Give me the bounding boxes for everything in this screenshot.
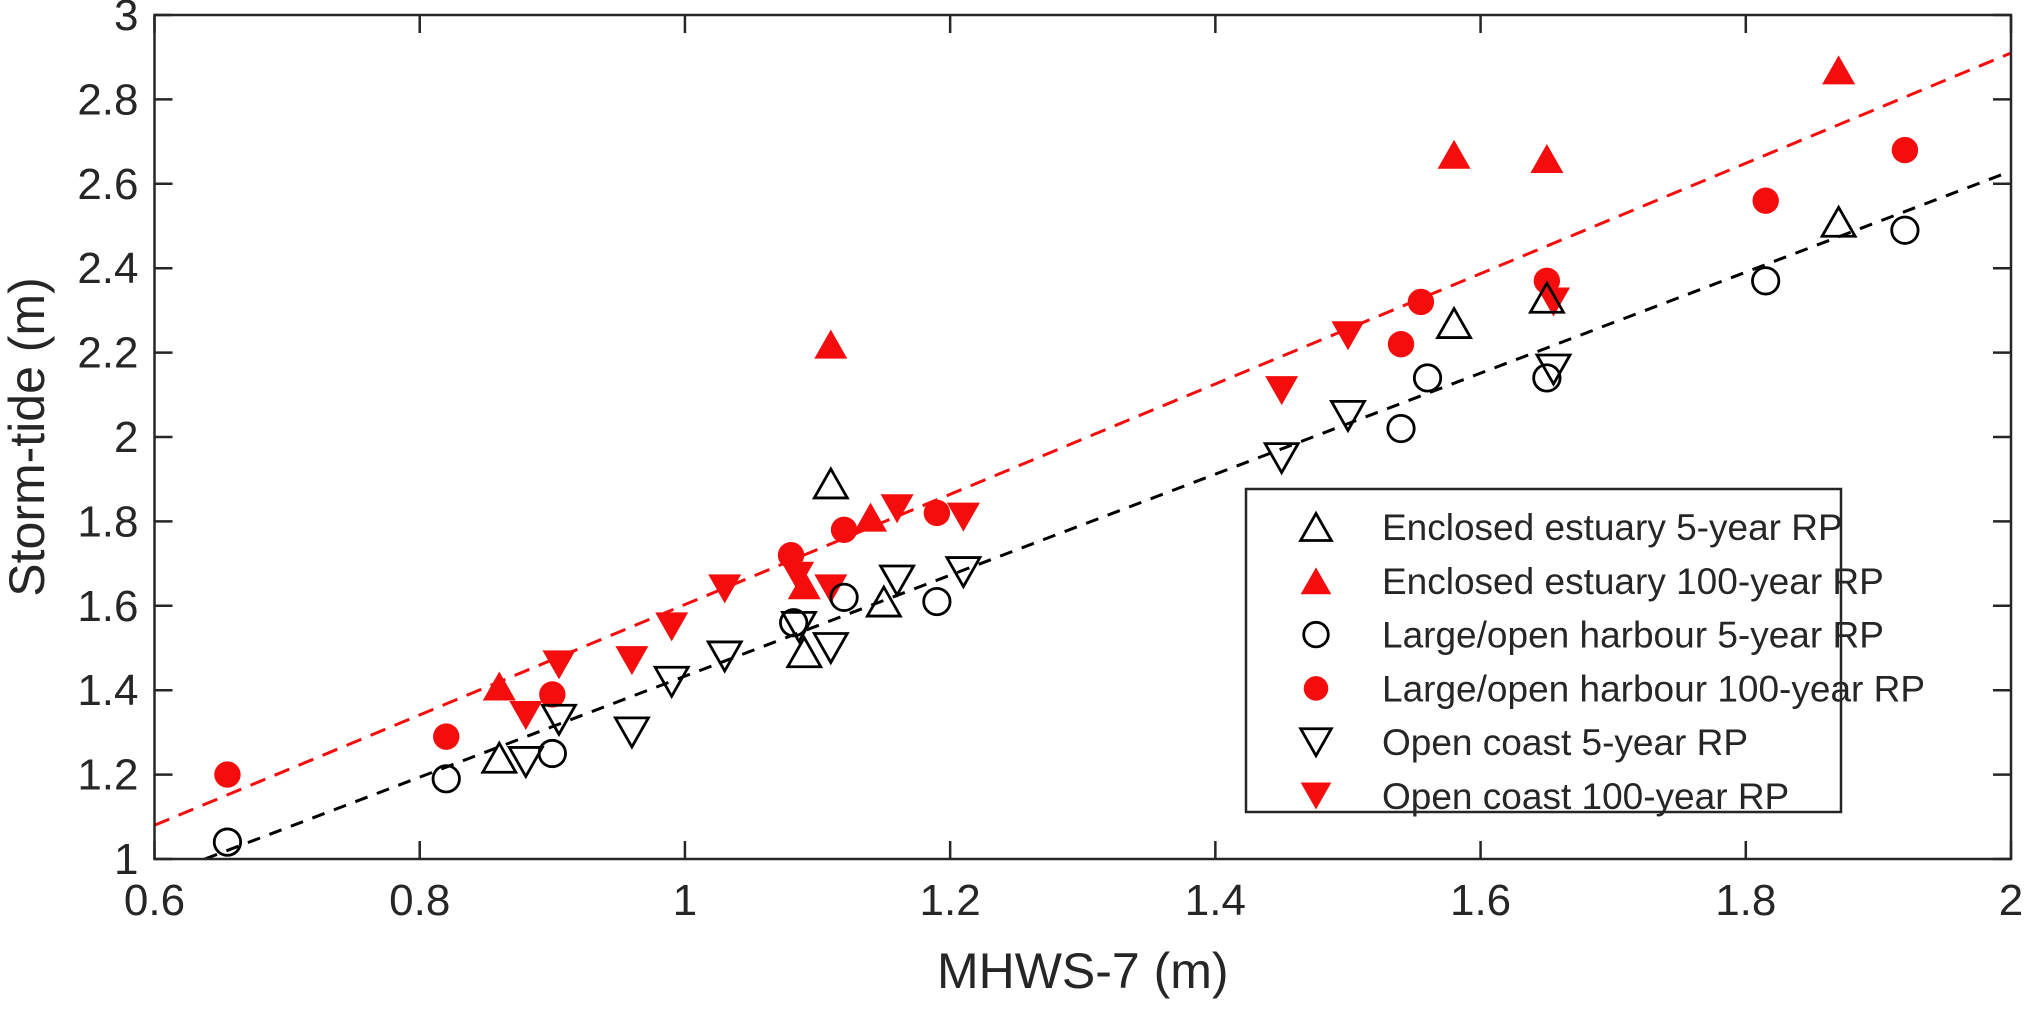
- data-point-triangle-down-open: [540, 703, 578, 738]
- x-tick-label: 1.2: [920, 876, 981, 925]
- y-tick-label: 1: [114, 835, 138, 884]
- legend-marker-triangle-up: [1300, 567, 1332, 595]
- legend-marker-triangle-up: [1298, 510, 1334, 542]
- data-point-triangle-down-open: [878, 564, 917, 598]
- data-point-triangle-down-open: [1262, 442, 1301, 476]
- legend-label: Large/open harbour 5-year RP: [1382, 615, 1884, 656]
- data-point-triangle-down-open: [944, 556, 983, 590]
- data-point-circle-open: [1532, 363, 1562, 393]
- y-tick-label: 2.6: [77, 160, 138, 209]
- data-point-triangle-up-open: [1435, 305, 1473, 339]
- data-point-triangle-down-filled: [880, 494, 914, 524]
- legend-label: Open coast 5-year RP: [1382, 722, 1748, 763]
- data-point-circle-open: [922, 586, 952, 617]
- data-point-circle-open: [1386, 413, 1416, 444]
- data-point-triangle-down-filled: [814, 574, 848, 604]
- y-tick-label: 3: [114, 0, 138, 40]
- trend-line-fit-100-year: [153, 51, 2012, 827]
- data-point-triangle-down-open: [705, 640, 744, 674]
- data-point-triangle-up-filled: [1822, 55, 1856, 85]
- y-tick-label: 1.6: [77, 582, 138, 631]
- data-point-triangle-up-filled: [1437, 139, 1471, 169]
- data-point-circle-open: [1751, 266, 1781, 296]
- data-point-circle-filled: [1407, 288, 1435, 316]
- y-tick-label: 2: [114, 413, 138, 462]
- y-tick-label: 1.4: [77, 666, 138, 715]
- data-point-circle-open: [212, 827, 243, 857]
- legend-marker-triangle-down: [1300, 782, 1332, 810]
- data-point-triangle-down-filled: [946, 502, 980, 532]
- data-point-triangle-up-filled: [854, 502, 888, 532]
- data-point-triangle-down-open: [612, 716, 651, 750]
- data-point-triangle-down-filled: [542, 650, 576, 680]
- x-tick-label: 1.6: [1450, 876, 1511, 925]
- trend-line-fit-5-year: [204, 169, 2012, 861]
- y-tick-label: 2.2: [77, 329, 138, 378]
- data-point-circle-open: [537, 738, 567, 769]
- data-point-triangle-down-open: [1329, 400, 1367, 434]
- data-point-circle-filled: [433, 723, 460, 750]
- data-point-triangle-up-open: [811, 466, 850, 500]
- data-point-triangle-down-open: [506, 746, 545, 780]
- legend-marker-circle: [1302, 620, 1330, 649]
- data-point-triangle-up-filled: [787, 570, 821, 600]
- legend-label: Enclosed estuary 100-year RP: [1382, 561, 1884, 602]
- x-tick-label: 0.6: [124, 876, 185, 925]
- data-point-triangle-down-filled: [509, 701, 543, 731]
- data-point-triangle-up-filled: [1530, 143, 1564, 173]
- legend-marker-circle: [1303, 676, 1329, 701]
- data-point-circle-filled: [777, 541, 805, 569]
- data-point-triangle-down-open: [811, 632, 850, 666]
- data-point-circle-filled: [830, 516, 858, 544]
- data-point-triangle-up-filled: [482, 671, 516, 701]
- x-tick-label: 2: [1999, 876, 2023, 925]
- data-point-circle-open: [1890, 215, 1920, 245]
- data-point-circle-open: [829, 582, 859, 612]
- data-point-triangle-up-filled: [814, 329, 848, 359]
- data-point-circle-filled: [1387, 330, 1415, 358]
- x-tick-label: 1.4: [1185, 876, 1246, 925]
- data-point-triangle-up-open: [785, 634, 824, 669]
- data-point-triangle-down-filled: [655, 612, 689, 642]
- data-point-triangle-down-filled: [1331, 321, 1365, 351]
- data-point-triangle-down-filled: [1537, 287, 1571, 317]
- data-point-circle-filled: [539, 681, 566, 708]
- y-tick-label: 2.4: [77, 244, 138, 293]
- x-tick-label: 0.8: [389, 876, 450, 925]
- data-point-circle-filled: [1752, 187, 1779, 214]
- legend-marker-triangle-down: [1298, 727, 1334, 759]
- x-tick-label: 1.8: [1715, 876, 1776, 925]
- data-point-circle-open: [1412, 363, 1443, 393]
- data-point-triangle-up-open: [1819, 204, 1858, 238]
- legend-label: Open coast 100-year RP: [1382, 776, 1789, 817]
- data-point-circle-open: [779, 608, 809, 638]
- y-axis-label: Storm-tide (m): [0, 277, 55, 596]
- y-tick-label: 1.8: [77, 497, 138, 546]
- data-point-triangle-up-open: [480, 740, 519, 774]
- legend-label: Enclosed estuary 5-year RP: [1382, 507, 1843, 548]
- data-point-triangle-down-filled: [781, 561, 815, 591]
- x-tick-label: 1: [673, 876, 697, 925]
- data-point-circle-filled: [214, 761, 241, 788]
- y-tick-label: 1.2: [77, 751, 138, 800]
- data-point-triangle-up-open: [1527, 280, 1566, 314]
- y-tick-label: 2.8: [77, 75, 138, 124]
- data-point-circle-open: [431, 764, 461, 794]
- data-point-triangle-down-filled: [615, 646, 649, 676]
- data-point-triangle-down-open: [1534, 353, 1573, 387]
- data-point-circle-filled: [1891, 136, 1919, 164]
- legend-label: Large/open harbour 100-year RP: [1382, 668, 1925, 709]
- data-point-triangle-down-filled: [708, 574, 742, 604]
- data-point-triangle-down-filled: [1265, 376, 1299, 406]
- legend-box: [1244, 487, 1843, 814]
- data-point-triangle-down-open: [652, 665, 691, 700]
- data-point-circle-filled: [923, 499, 951, 527]
- data-point-triangle-up-open: [864, 584, 903, 618]
- x-axis-label: MHWS-7 (m): [937, 943, 1229, 999]
